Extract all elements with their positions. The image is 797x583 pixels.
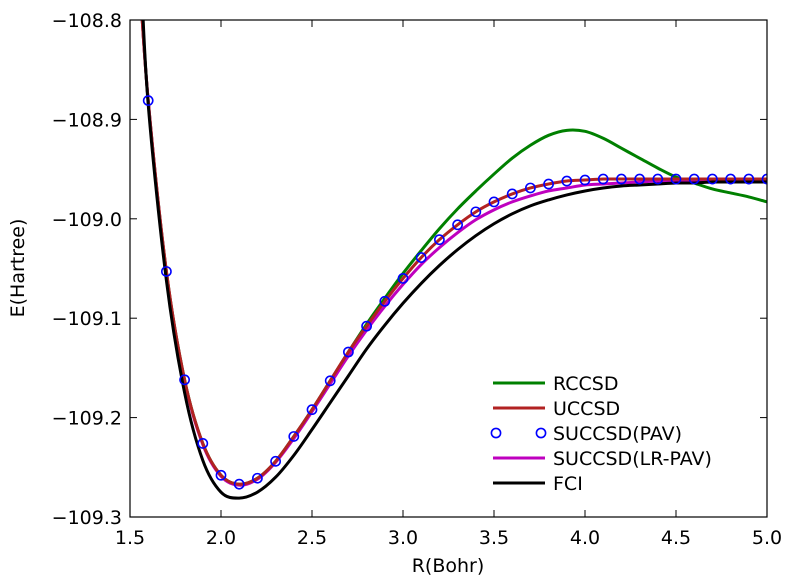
series-point-succsd-pav [342,346,354,358]
series-point-succsd-pav [197,438,209,449]
series-point-succsd-pav [634,173,645,185]
legend-label-succsd-pav: SUCCSD(PAV) [553,423,682,445]
x-tick-label: 5.0 [752,527,782,549]
series-point-succsd-pav [670,173,682,185]
series-point-succsd-pav [525,182,536,194]
series-point-succsd-pav [179,374,190,386]
series-line-uccsd [140,20,767,486]
x-tick-label: 3.0 [388,527,418,549]
series-point-succsd-pav [470,206,482,218]
series-point-succsd-pav [433,234,445,246]
series-point-succsd-pav [488,196,500,208]
series-point-succsd-pav [397,273,409,284]
x-tick-label: 4.0 [570,527,600,549]
series-point-succsd-pav [652,173,664,185]
y-tick-label: −109.1 [52,308,122,330]
x-tick-label: 3.5 [479,527,509,549]
legend-marker-succsd-pav-right [535,427,547,439]
legend-label-uccsd: UCCSD [553,398,620,420]
y-tick-label: −109.3 [52,507,122,529]
series-point-succsd-pav [379,295,391,307]
legend: RCCSD UCCSD SUCCSD(PAV) SUCCSD(LR-PAV) F… [490,373,712,495]
series-point-succsd-pav [361,320,372,332]
series-point-succsd-pav [597,173,609,185]
x-tick-label: 1.5 [115,527,145,549]
series-point-succsd-pav [579,174,591,186]
series-point-succsd-pav [743,173,755,185]
series-point-succsd-pav [725,173,736,185]
legend-label-fci: FCI [553,473,583,495]
legend-label-succsd-lr-pav: SUCCSD(LR-PAV) [553,448,712,470]
x-tick-label: 2.0 [206,527,236,549]
y-tick-label: −109.0 [52,209,122,231]
series-point-succsd-pav [324,375,336,387]
x-axis-label: R(Bohr) [412,555,485,577]
series-point-succsd-pav [452,219,463,231]
x-tick-label: 4.5 [661,527,691,549]
series-point-succsd-pav [616,173,627,185]
series-point-succsd-pav [543,178,554,190]
y-tick-label: −108.8 [52,10,122,32]
series-point-succsd-pav [233,478,245,490]
series-point-succsd-pav [561,175,573,187]
series-point-succsd-pav [160,266,172,277]
series-point-succsd-pav [506,188,518,200]
series-point-succsd-pav [761,173,767,185]
legend-marker-succsd-pav-left [490,427,502,439]
y-tick-label: −108.9 [52,109,122,131]
series-point-succsd-pav [415,252,427,263]
y-tick-label: −109.2 [52,408,122,430]
series-point-succsd-pav [215,469,227,481]
y-axis-label: E(Hartree) [7,219,29,318]
series-point-succsd-pav [306,404,318,416]
series-point-succsd-pav [707,173,718,185]
plot-background [130,20,767,517]
series-point-succsd-pav [142,95,154,106]
legend-label-rccsd: RCCSD [553,373,618,395]
series-point-succsd-pav [270,455,281,467]
series-point-succsd-pav [688,173,700,185]
ticks-layer: 1.5 2.0 2.5 3.0 3.5 4.0 4.5 5.0 −108.8 −108.9 −109… [52,10,782,549]
series-point-succsd-pav [251,472,263,484]
series-layer [140,20,767,500]
x-tick-label: 2.5 [297,527,327,549]
series-point-succsd-pav [288,431,300,442]
plot-frame [129,19,768,518]
